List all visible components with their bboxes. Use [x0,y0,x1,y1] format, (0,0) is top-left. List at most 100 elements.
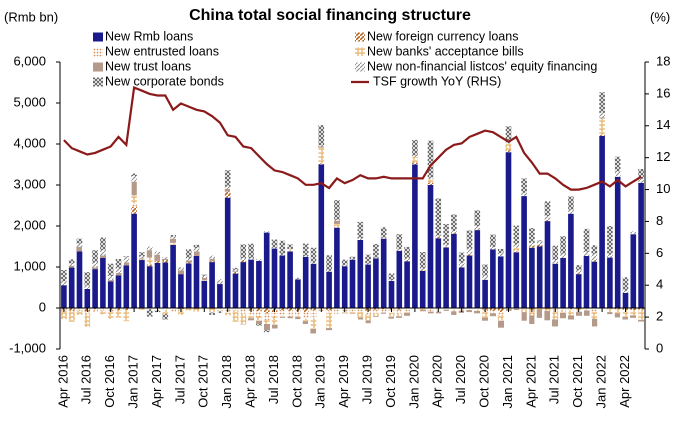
bar [607,312,613,315]
bar [505,150,512,153]
bar [544,201,551,217]
bar [451,311,457,315]
bar [466,255,473,308]
bar [404,260,410,262]
bar [529,247,535,308]
bar [513,244,520,248]
y2-tick-label: 12 [656,149,670,164]
bar [396,234,403,249]
legend-swatch [355,32,365,42]
bar [154,251,161,255]
bar [552,263,559,308]
bar [256,316,262,321]
bar [591,245,598,254]
bar [404,258,410,261]
y2-tick-label: 8 [656,213,663,228]
bar [622,317,629,320]
bar [607,254,613,258]
bar [451,230,457,233]
bar [583,255,590,308]
bar [84,288,91,308]
bar [287,316,293,319]
bar [388,280,395,281]
bar [107,312,114,320]
bar [170,238,176,243]
bar [232,267,239,270]
bar [240,260,247,263]
x-tick-label: Oct 2020 [477,355,492,408]
bar [318,163,325,165]
bar [139,308,145,310]
x-tick-label: Jan 2022 [594,355,609,409]
bar [552,309,559,320]
bar [474,309,481,311]
bar [302,255,309,257]
bar [326,328,332,331]
bar [349,259,356,308]
bar [256,308,262,312]
bar [123,256,130,258]
bar [388,280,395,308]
bar [622,290,629,293]
bar [334,220,340,224]
x-tick-label: Jan 2020 [406,355,421,409]
bar [232,271,239,274]
bar [84,313,91,327]
y-tick-label: 2,000 [13,217,46,232]
bar [131,203,137,207]
bar [630,231,637,234]
bar [68,263,75,266]
bar [365,264,371,308]
bar [209,261,215,263]
bar [529,246,535,248]
bar [185,308,192,311]
bar [443,244,449,247]
bar [638,182,644,308]
bar [201,277,208,280]
bar [443,246,449,248]
bar [256,311,262,317]
bar [568,310,574,316]
bar [505,126,512,140]
bar [419,310,426,312]
bar [365,320,371,324]
bar [536,244,543,247]
bar [217,279,223,284]
bar [568,209,574,214]
bar [302,243,309,256]
bar [575,273,582,275]
bar [404,246,410,259]
bar [100,308,106,311]
bar [357,317,364,320]
bar [224,197,231,308]
bar [497,320,504,328]
x-tick-label: Jul 2018 [266,355,281,404]
bar [310,247,317,263]
bar [146,309,153,317]
bar [61,270,67,282]
bar [302,256,309,308]
bar [123,257,130,263]
bar [201,274,208,276]
legend-label: New corporate bonds [105,74,224,88]
bar [310,263,317,308]
legend-swatch [93,47,103,57]
bar [451,308,457,310]
bar [583,228,590,252]
bar [536,241,543,245]
legend-label: New banks' acceptance bills [367,44,524,58]
bar [396,251,403,308]
bar [318,164,325,308]
bar [201,275,208,278]
bar [256,323,262,326]
bar [388,273,395,281]
bar [287,308,293,312]
bar [341,259,348,265]
bar [560,257,566,308]
bar [599,134,605,136]
y-tick-label: 5,000 [13,94,46,109]
bar [521,192,527,197]
bar [302,318,309,322]
bar [536,309,543,318]
